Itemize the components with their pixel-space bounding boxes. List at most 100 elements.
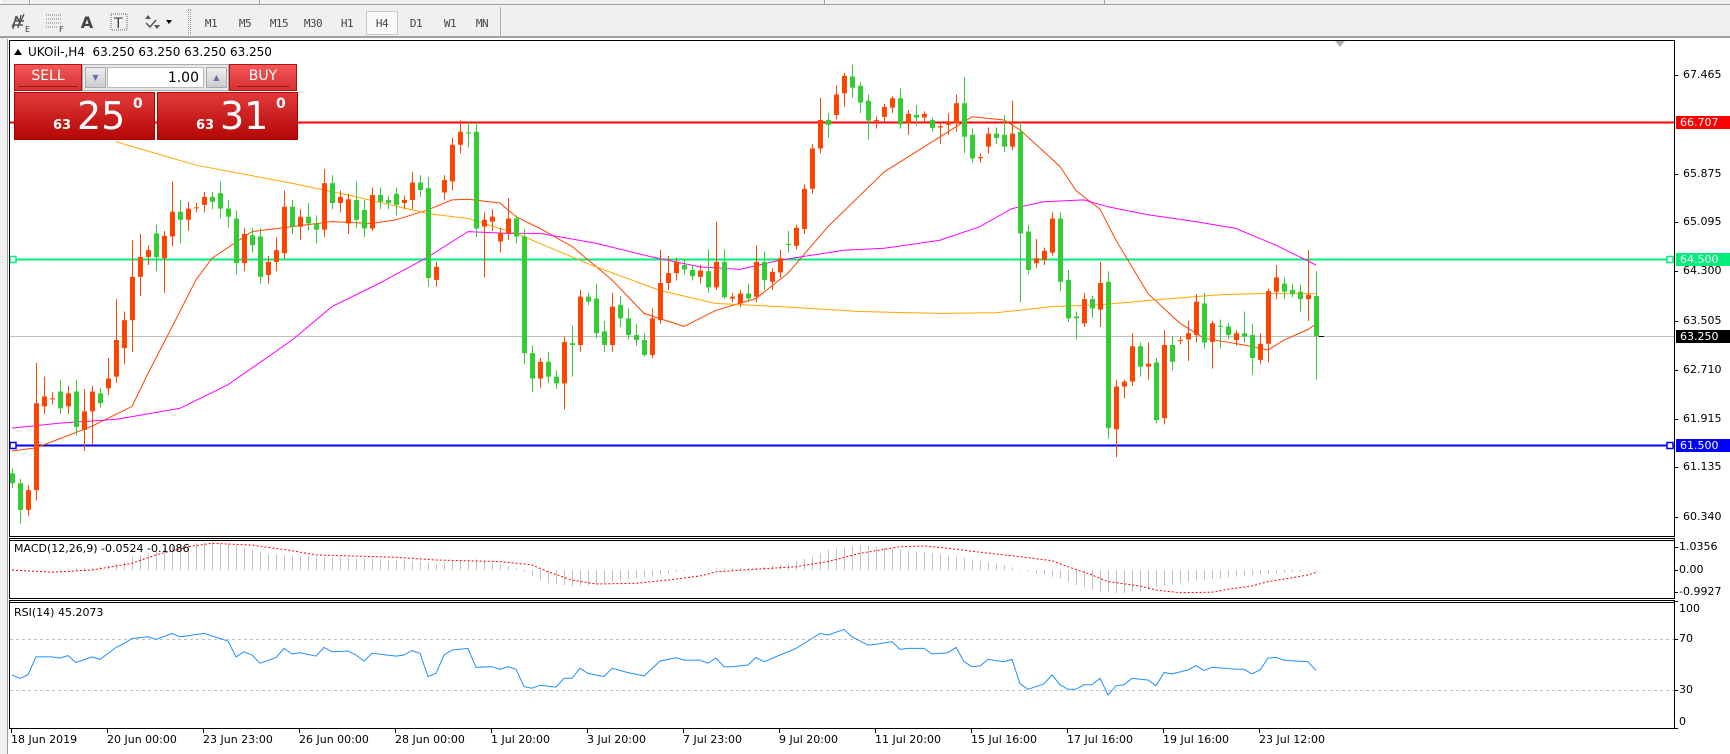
bearish-candle — [218, 193, 223, 209]
bearish-candle — [1202, 303, 1207, 343]
bearish-candle — [858, 85, 863, 103]
bullish-candle — [986, 133, 991, 147]
bullish-candle — [1050, 218, 1055, 253]
bearish-candle — [1106, 281, 1111, 429]
bullish-candle — [1130, 346, 1135, 382]
rsi-series — [10, 628, 1674, 696]
bearish-candle — [850, 76, 855, 88]
bullish-candle — [658, 283, 663, 321]
timeframe-m30[interactable]: M30 — [303, 16, 323, 30]
rsi-panel — [9, 600, 1675, 729]
time-axis-label: 9 Jul 20:00 — [779, 733, 838, 746]
bearish-candle — [394, 193, 399, 205]
bullish-candle — [498, 232, 503, 242]
time-axis-label: 19 Jul 16:00 — [1163, 733, 1229, 746]
bullish-candle — [122, 320, 127, 349]
bearish-candle — [330, 183, 335, 204]
timeframe-w1[interactable]: W1 — [443, 16, 457, 30]
bearish-candle — [426, 188, 431, 279]
timeframe-h4[interactable]: H4 — [366, 11, 398, 35]
bullish-candle — [922, 113, 927, 118]
text-label-icon[interactable]: T — [106, 11, 132, 33]
time-axis-label: 18 Jun 2019 — [11, 733, 78, 746]
bearish-candle — [258, 236, 263, 277]
toolbar-segment — [825, 0, 1105, 4]
text-icon[interactable]: A — [80, 12, 94, 32]
timeframe-h1[interactable]: H1 — [340, 16, 354, 30]
bullish-candle — [1082, 299, 1087, 324]
buy-label: BUY — [236, 68, 290, 87]
price-axis-label: 60.340 — [1683, 509, 1722, 523]
price-axis-label: 63.505 — [1683, 313, 1722, 327]
bearish-candle — [1290, 289, 1295, 295]
buy-button[interactable]: BUY — [229, 64, 297, 91]
bearish-candle — [1218, 325, 1223, 327]
chart-shift-marker-icon[interactable] — [1335, 41, 1345, 47]
decrease-quantity-icon[interactable]: ▼ — [85, 67, 106, 88]
bullish-candle — [346, 199, 351, 224]
bullish-candle — [1306, 294, 1311, 300]
bullish-candle — [1178, 340, 1183, 342]
bullish-candle — [1146, 363, 1151, 367]
bearish-candle — [762, 261, 767, 280]
timeframe-mn[interactable]: MN — [475, 16, 489, 30]
bearish-candle — [474, 131, 479, 229]
fibonacci-lines-icon[interactable]: F — [42, 11, 68, 33]
toolbar-grip[interactable] — [188, 9, 191, 35]
bullish-candle — [338, 196, 343, 204]
quantity-input[interactable] — [107, 67, 204, 88]
bullish-candle — [578, 296, 583, 346]
bearish-candle — [58, 391, 63, 409]
time-axis-label: 23 Jun 23:00 — [203, 733, 273, 746]
bearish-candle — [418, 182, 423, 191]
bearish-candle — [1026, 231, 1031, 270]
bullish-candle — [402, 199, 407, 204]
bullish-candle — [130, 276, 135, 321]
macd-series — [11, 542, 1317, 594]
bullish-candle — [890, 98, 895, 108]
bullish-candle — [186, 208, 191, 220]
price-axis-label: 65.875 — [1683, 166, 1722, 180]
bullish-candle — [82, 411, 87, 430]
bearish-candle — [154, 233, 159, 257]
price-axis-label: 64.300 — [1683, 264, 1722, 278]
bearish-candle — [1242, 333, 1247, 337]
bearish-candle — [234, 218, 239, 264]
bullish-candle — [442, 180, 447, 193]
sell-price-prefix: 63 — [53, 118, 72, 133]
bullish-candle — [90, 391, 95, 412]
bullish-candle — [810, 148, 815, 189]
bearish-candle — [354, 199, 359, 220]
timeframe-m5[interactable]: M5 — [238, 16, 252, 30]
bearish-candle — [250, 235, 255, 246]
collapse-triangle-icon[interactable] — [14, 49, 22, 55]
bearish-candle — [18, 483, 23, 510]
bearish-candle — [962, 103, 967, 137]
bullish-candle — [162, 235, 167, 259]
elliott-wave-icon[interactable]: E — [8, 11, 34, 33]
buy-price-box[interactable]: 63 31 0 — [157, 92, 298, 140]
bearish-candle — [930, 119, 935, 129]
timeframe-d1[interactable]: D1 — [409, 16, 423, 30]
bullish-candle — [1098, 283, 1103, 310]
bullish-candle — [370, 194, 375, 229]
bearish-candle — [1066, 279, 1071, 319]
bearish-candle — [306, 216, 311, 224]
quantity-stepper: ▼ ▲ — [82, 64, 229, 91]
bearish-candle — [1298, 291, 1303, 300]
bullish-candle — [698, 270, 703, 277]
bearish-candle — [594, 298, 599, 334]
timeframe-m15[interactable]: M15 — [269, 16, 289, 30]
sell-button[interactable]: SELL — [14, 64, 82, 91]
bullish-candle — [738, 293, 743, 304]
toolbar-segment — [30, 0, 260, 4]
chart-header: UKOil-,H4 63.250 63.250 63.250 63.250 — [14, 45, 272, 59]
sell-price-box[interactable]: 63 25 0 — [14, 92, 155, 140]
bearish-candle — [554, 376, 559, 384]
increase-quantity-icon[interactable]: ▲ — [206, 67, 227, 88]
timeframe-m1[interactable]: M1 — [204, 16, 218, 30]
bullish-candle — [650, 318, 655, 355]
bearish-candle — [10, 473, 15, 484]
charts-toolbar: E F A T M1 M5 M15 M30 H1 H4 D1 W1 MN — [0, 5, 1730, 38]
arrows-dropdown-icon[interactable] — [140, 11, 176, 33]
